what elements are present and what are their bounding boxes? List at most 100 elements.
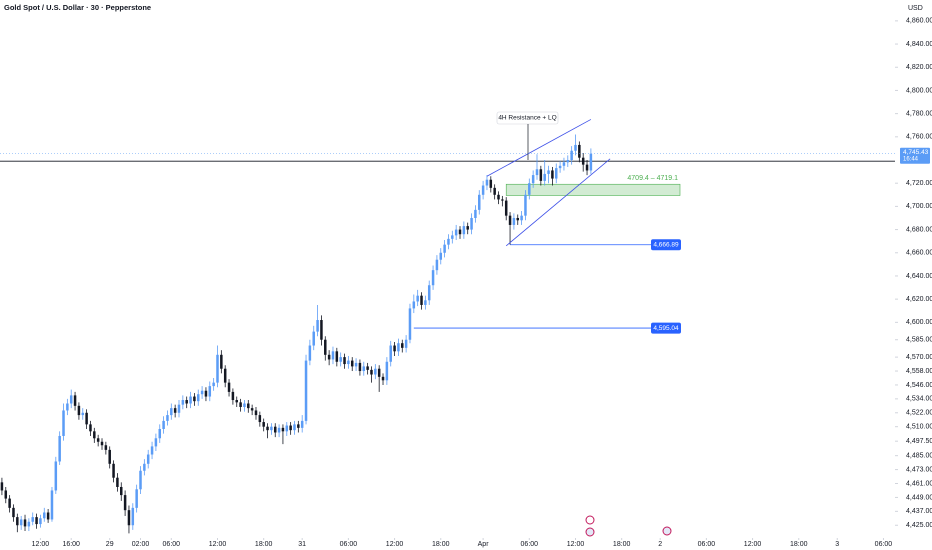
x-tick-label: 18:00	[613, 541, 631, 548]
candle-body	[585, 164, 589, 171]
candle-body	[589, 153, 593, 171]
candle-body	[397, 343, 400, 352]
candle-body	[478, 194, 481, 210]
candle-body	[539, 169, 543, 181]
x-tick-label: 06:00	[340, 541, 358, 548]
y-tick-label: 4,510.00	[906, 424, 932, 431]
candle-body	[504, 200, 508, 216]
candle-body	[466, 226, 469, 230]
candle-body	[19, 519, 23, 526]
y-tick-label: 4,461.00	[906, 480, 932, 487]
candle-body	[420, 295, 423, 305]
candle-body	[239, 402, 242, 407]
trendline	[505, 158, 611, 247]
event-icon	[585, 515, 595, 525]
candle-body	[185, 400, 188, 404]
candle-body	[570, 150, 573, 161]
candle-body	[131, 507, 135, 526]
candle-body	[154, 438, 158, 447]
candle-body	[531, 175, 535, 184]
candle-body	[0, 482, 4, 491]
candle-body	[143, 463, 146, 471]
x-tick-label: 06:00	[698, 541, 716, 548]
candle-body	[362, 366, 366, 372]
currency-label: USD	[908, 5, 923, 12]
candle-body	[393, 345, 396, 352]
candle-body	[116, 477, 119, 487]
candle-body	[297, 424, 300, 428]
candle-body	[354, 362, 358, 367]
x-tick-label: 06:00	[521, 541, 539, 548]
candle-body	[574, 144, 577, 151]
y-tick-label: 4,640.00	[906, 273, 932, 280]
y-tick-label: 4,620.00	[906, 296, 932, 303]
candle-body	[520, 215, 523, 221]
candle-body	[81, 412, 85, 416]
candle-body	[343, 357, 346, 365]
candle-body	[104, 445, 108, 450]
candle-body	[270, 426, 273, 431]
candle-body	[281, 427, 285, 432]
candle-body	[535, 169, 539, 176]
candle-body	[427, 285, 431, 301]
x-tick-label: 18:00	[790, 541, 808, 548]
y-tick-label: 4,600.00	[906, 319, 932, 326]
candle-body	[4, 490, 8, 499]
candle-body	[370, 369, 373, 375]
candle-body	[412, 301, 416, 309]
candle-body	[381, 376, 385, 381]
candle-body	[31, 517, 34, 522]
x-tick-label: 2	[658, 541, 662, 548]
event-icon	[662, 526, 672, 536]
candle-body	[300, 420, 304, 428]
candle-body	[501, 199, 504, 201]
x-tick-label: 12:00	[386, 541, 404, 548]
candle-body	[277, 427, 281, 433]
trendline	[486, 119, 592, 177]
last-price-badge	[900, 147, 930, 164]
candle-body	[158, 429, 162, 439]
candle-body	[170, 408, 173, 416]
candle-body	[181, 400, 185, 405]
x-tick-label: 3	[835, 541, 839, 548]
candle-body	[127, 510, 131, 526]
x-tick-label: 12:00	[32, 541, 50, 548]
countdown: 16:44	[903, 156, 919, 162]
candle-body	[508, 215, 512, 225]
candle-body	[547, 170, 550, 174]
candle-body	[200, 390, 204, 395]
x-tick-label: 31	[298, 541, 306, 548]
candle-body	[458, 229, 462, 235]
zone-label: 4709.4 – 4719.1	[627, 175, 678, 182]
candle-body	[235, 400, 238, 403]
candle-body	[424, 300, 427, 305]
candle-body	[266, 426, 269, 431]
candle-body	[196, 394, 200, 402]
candle-body	[316, 320, 319, 332]
y-tick-label: 4,570.00	[906, 354, 932, 361]
candle-body	[447, 238, 450, 245]
candle-body	[120, 486, 123, 496]
x-tick-label: 06:00	[875, 541, 893, 548]
candle-body	[451, 235, 454, 239]
candle-body	[470, 217, 473, 230]
candle-body	[177, 404, 181, 413]
candle-body	[581, 157, 585, 165]
x-tick-label: Apr	[478, 541, 490, 548]
candle-body	[50, 490, 54, 520]
candle-body	[497, 194, 500, 200]
candle-body	[350, 360, 354, 367]
candle-body	[43, 512, 46, 519]
candle-body	[212, 382, 215, 387]
candle-body	[454, 229, 458, 236]
candle-body	[16, 517, 19, 526]
candle-body	[108, 449, 111, 464]
level-badge	[651, 322, 681, 334]
candle-body	[566, 160, 570, 163]
annotation-text: 4H Resistance + LQ	[498, 115, 556, 122]
candle-body	[123, 495, 127, 511]
x-tick-label: 12:00	[567, 541, 585, 548]
level-badge	[651, 239, 681, 251]
candle-body	[481, 185, 485, 195]
candle-body	[216, 354, 219, 383]
